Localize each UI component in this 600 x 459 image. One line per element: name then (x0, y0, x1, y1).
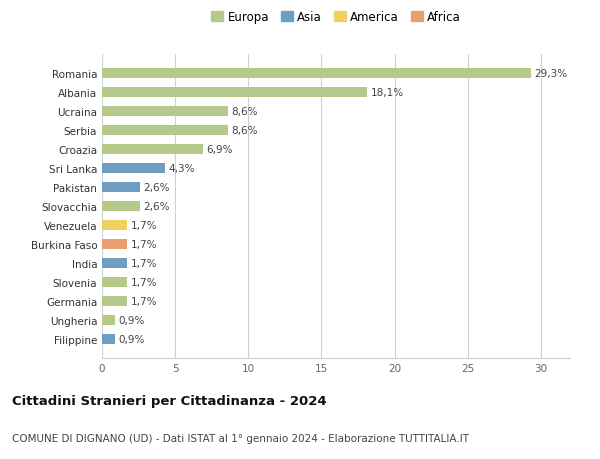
Bar (102, 106, 228, 117)
Bar (102, 239, 127, 250)
Text: 1,7%: 1,7% (131, 296, 157, 306)
Bar (102, 126, 228, 136)
Text: 18,1%: 18,1% (370, 88, 403, 98)
Bar (102, 334, 115, 344)
Legend: Europa, Asia, America, Africa: Europa, Asia, America, Africa (206, 6, 466, 29)
Text: 2,6%: 2,6% (143, 183, 170, 193)
Text: 4,3%: 4,3% (169, 164, 195, 174)
Text: 1,7%: 1,7% (131, 220, 157, 230)
Bar (102, 88, 367, 98)
Text: 0,9%: 0,9% (119, 315, 145, 325)
Text: 1,7%: 1,7% (131, 277, 157, 287)
Text: 1,7%: 1,7% (131, 258, 157, 269)
Bar (102, 315, 115, 325)
Text: 8,6%: 8,6% (232, 126, 258, 136)
Text: 1,7%: 1,7% (131, 240, 157, 249)
Text: 8,6%: 8,6% (232, 107, 258, 117)
Bar (102, 182, 140, 193)
Bar (102, 69, 530, 79)
Bar (102, 296, 127, 307)
Text: 0,9%: 0,9% (119, 334, 145, 344)
Text: 6,9%: 6,9% (206, 145, 233, 155)
Bar (102, 220, 127, 231)
Text: Cittadini Stranieri per Cittadinanza - 2024: Cittadini Stranieri per Cittadinanza - 2… (12, 394, 326, 407)
Bar (102, 277, 127, 287)
Bar (102, 258, 127, 269)
Text: 2,6%: 2,6% (143, 202, 170, 212)
Bar (102, 202, 140, 212)
Bar (102, 145, 203, 155)
Text: 29,3%: 29,3% (534, 69, 567, 79)
Text: COMUNE DI DIGNANO (UD) - Dati ISTAT al 1° gennaio 2024 - Elaborazione TUTTITALIA: COMUNE DI DIGNANO (UD) - Dati ISTAT al 1… (12, 433, 469, 442)
Bar (102, 163, 165, 174)
